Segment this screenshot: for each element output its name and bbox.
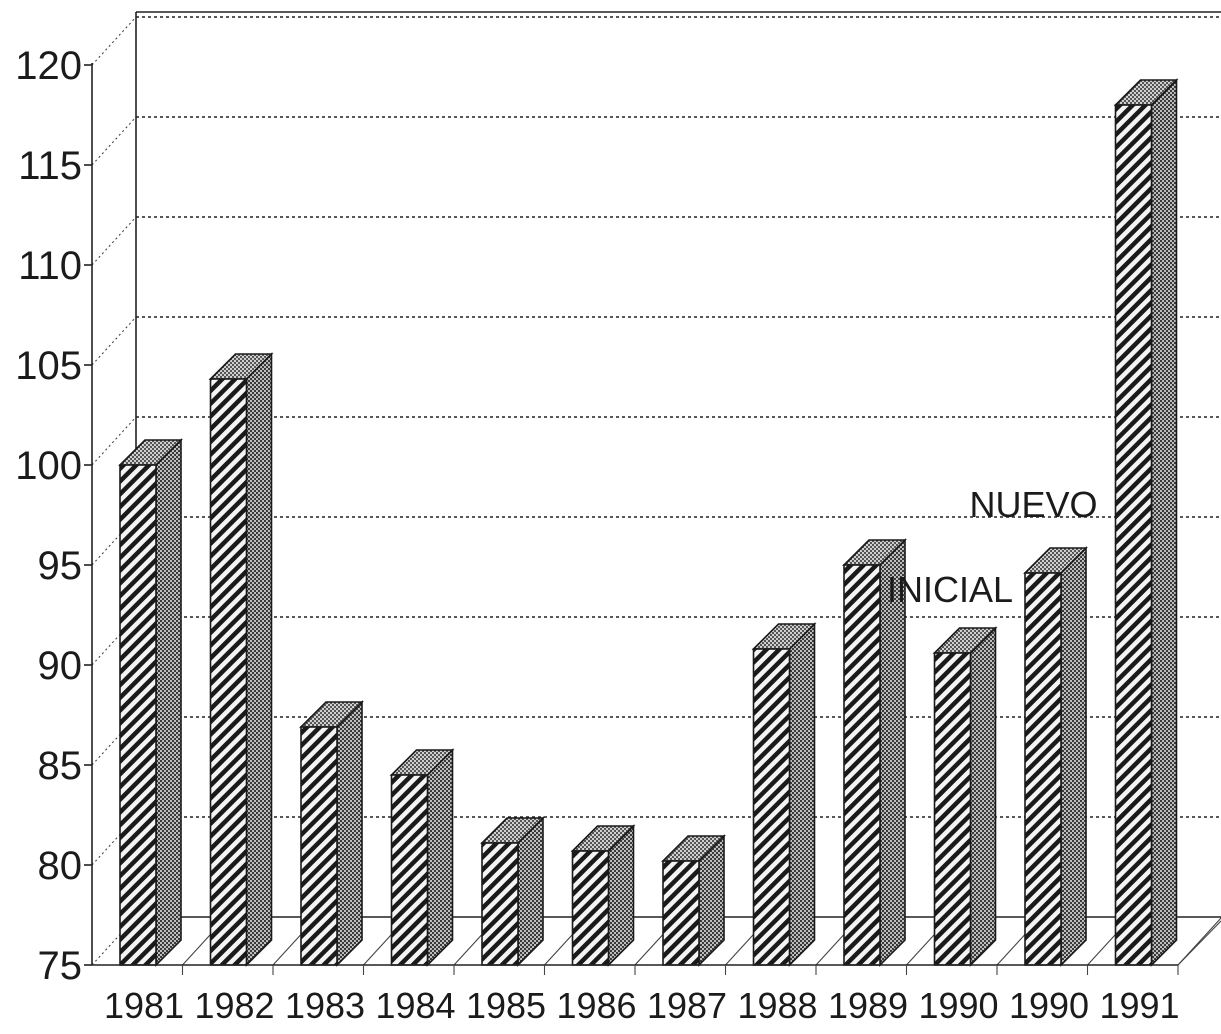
bar-1982-1	[208, 352, 274, 967]
annotation-nuevo: NUEVO	[969, 484, 1097, 525]
x-tick-label-5: 1986	[556, 985, 636, 1026]
bar-1991-11	[1113, 78, 1179, 967]
bar-side-9	[969, 626, 997, 967]
bar-1988-7	[751, 622, 817, 967]
bars	[118, 78, 1179, 967]
bar-front-10	[1024, 572, 1062, 966]
x-tick-label-9: 1990	[918, 985, 998, 1026]
annotations: NUEVO INICIAL	[887, 484, 1098, 610]
wall-diagonal-100	[91, 416, 137, 466]
bar-side-3	[426, 748, 454, 967]
bar-front-1	[209, 378, 248, 966]
y-tick-label-100: 100	[15, 444, 82, 488]
bar-side-0	[155, 438, 182, 967]
bar-front-8	[843, 564, 881, 966]
y-tick-label-105: 105	[15, 344, 82, 388]
wall-diagonal-110	[91, 216, 137, 266]
bar-side-11	[1150, 78, 1178, 967]
y-tick-label-95: 95	[38, 544, 83, 588]
bar-1990-10	[1023, 546, 1088, 967]
x-tick-label-0: 1981	[104, 985, 184, 1026]
bar-1984-3	[389, 748, 455, 967]
bar-front-5	[571, 850, 610, 966]
y-tick-label-80: 80	[38, 844, 83, 888]
y-axis: 75 80 85 90 95 100 105 110 115 120	[15, 44, 93, 988]
bar-side-2	[336, 700, 363, 967]
x-tick-label-3: 1984	[375, 985, 455, 1026]
wall-diagonal-85	[91, 716, 137, 766]
bar-1986-5	[570, 824, 636, 967]
bar-1989-8	[842, 538, 907, 967]
y-tick-label-110: 110	[18, 244, 82, 288]
y-tick-label-90: 90	[38, 644, 83, 688]
x-tick-label-11: 1991	[1099, 985, 1179, 1026]
floor-divider-11	[1177, 917, 1221, 966]
bar-front-3	[390, 774, 429, 966]
bar-1981-0	[118, 438, 183, 967]
x-tick-label-10: 1990	[1009, 985, 1089, 1026]
wall-diagonal-75	[91, 916, 137, 966]
x-tick-label-8: 1989	[828, 985, 908, 1026]
bar-1985-4	[480, 816, 545, 967]
bar-side-7	[788, 622, 816, 967]
bar-side-10	[1060, 546, 1087, 967]
bar-1990-9	[932, 626, 998, 967]
bar-side-1	[245, 352, 273, 967]
wall-diagonal-120	[91, 16, 137, 66]
annotation-inicial: INICIAL	[887, 569, 1013, 610]
bar-front-6	[662, 860, 700, 966]
wall-diagonal-95	[91, 516, 137, 566]
x-tick-label-2: 1983	[285, 985, 365, 1026]
y-tick-label-75: 75	[38, 944, 83, 988]
wall-diagonal-105	[91, 316, 137, 366]
bar-front-4	[481, 842, 519, 966]
wall-diagonal-90	[91, 616, 137, 666]
x-axis: 1981 1982 1983 1984 1985 1986 1987 1988 1989 1990…	[92, 964, 1180, 1026]
y-tick-label-115: 115	[18, 144, 82, 188]
bar-front-9	[933, 652, 972, 966]
bar-front-11	[1114, 104, 1153, 966]
x-tick-label-7: 1988	[737, 985, 817, 1026]
bar-1983-2	[299, 700, 364, 967]
bar-1987-6	[661, 834, 726, 967]
y-tick-label-120: 120	[15, 44, 82, 88]
wall-diagonal-115	[91, 116, 137, 166]
bar-front-2	[300, 726, 338, 966]
y-tick-label-85: 85	[38, 744, 83, 788]
bar-front-0	[119, 464, 157, 966]
wall-diagonal-80	[91, 816, 137, 866]
x-tick-label-4: 1985	[466, 985, 546, 1026]
bar-front-7	[752, 648, 791, 966]
x-tick-label-6: 1987	[647, 985, 727, 1026]
x-tick-label-1: 1982	[194, 985, 274, 1026]
